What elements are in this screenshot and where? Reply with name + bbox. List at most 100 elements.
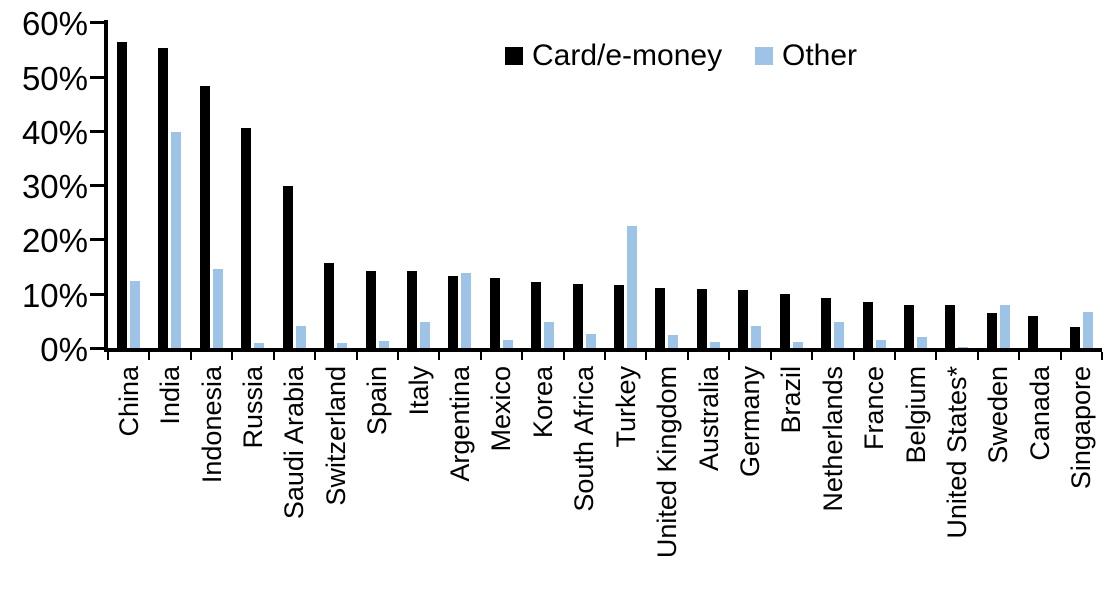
- x-axis-tick: [976, 352, 979, 360]
- x-axis-label-korea: Korea: [527, 366, 558, 439]
- x-axis-tick: [107, 352, 109, 360]
- bar-other-argentina: [461, 273, 472, 348]
- x-axis-label-turkey: Turkey: [610, 366, 641, 448]
- x-axis-tick: [604, 352, 606, 360]
- y-axis-label: 10%: [21, 276, 88, 314]
- x-axis-label-italy: Italy: [403, 366, 434, 416]
- x-axis-label-china: China: [113, 366, 144, 437]
- x-axis-tick: [521, 352, 524, 360]
- bar-card-e-money-spain: [365, 270, 376, 348]
- bar-other-italy: [419, 322, 430, 348]
- bar-other-sweden: [999, 304, 1010, 348]
- x-axis-label-switzerland: Switzerland: [320, 366, 351, 506]
- x-axis-tick: [355, 352, 358, 360]
- y-axis-tick: [90, 184, 108, 188]
- bar-other-india: [171, 132, 182, 348]
- x-axis-label-russia: Russia: [237, 366, 268, 449]
- bar-other-spain: [378, 341, 389, 348]
- x-axis-label-netherlands: Netherlands: [817, 366, 848, 512]
- bar-other-france: [875, 339, 886, 348]
- y-axis-label: 0%: [40, 331, 88, 368]
- x-axis-tick: [728, 352, 731, 360]
- bar-other-mexico: [502, 339, 513, 348]
- y-axis-tick: [90, 75, 108, 79]
- x-axis-label-united-kingdom: United Kingdom: [652, 366, 683, 559]
- x-axis-tick: [686, 352, 689, 360]
- x-axis-label-united-states: United States*: [942, 366, 973, 539]
- x-axis-tick: [562, 352, 565, 360]
- x-axis-tick: [1059, 352, 1062, 360]
- x-axis-label-brazil: Brazil: [776, 366, 807, 434]
- bar-other-switzerland: [337, 343, 348, 348]
- x-axis-label-france: France: [859, 366, 890, 451]
- bar-card-e-money-netherlands: [821, 298, 832, 348]
- legend-label-card-e-money: Card/e-money: [532, 39, 723, 72]
- x-axis-label-belgium: Belgium: [900, 366, 931, 464]
- bar-other-brazil: [792, 342, 803, 348]
- x-axis-label-australia: Australia: [693, 366, 724, 472]
- bar-card-e-money-switzerland: [324, 263, 335, 348]
- bar-other-united-states: [958, 346, 969, 348]
- y-axis-label: 40%: [21, 113, 88, 151]
- x-axis-label-sweden: Sweden: [983, 366, 1014, 464]
- bar-card-e-money-argentina: [448, 275, 459, 348]
- bar-card-e-money-china: [117, 42, 127, 348]
- legend-label-other: Other: [782, 39, 858, 72]
- bar-other-saudi-arabia: [295, 326, 306, 348]
- y-axis-tick: [90, 292, 108, 296]
- x-axis-label-indonesia: Indonesia: [196, 366, 227, 484]
- bar-card-e-money-italy: [406, 271, 417, 348]
- x-axis-tick: [479, 352, 482, 360]
- bar-card-e-money-france: [862, 301, 873, 348]
- bar-card-e-money-saudi-arabia: [282, 186, 293, 348]
- legend-swatch-other: [755, 47, 773, 65]
- bar-other-china: [130, 281, 140, 348]
- x-axis-label-singapore: Singapore: [1066, 366, 1097, 490]
- bar-other-united-kingdom: [668, 334, 679, 348]
- y-axis-tick: [90, 347, 108, 350]
- x-axis-tick: [396, 352, 399, 360]
- bar-card-e-money-united-kingdom: [655, 287, 666, 348]
- y-axis-label: 20%: [21, 222, 88, 260]
- x-axis-label-saudi-arabia: Saudi Arabia: [279, 366, 310, 520]
- x-axis-label-india: India: [155, 366, 186, 425]
- bar-other-russia: [254, 342, 265, 348]
- bar-other-korea: [544, 322, 555, 348]
- x-axis-label-germany: Germany: [734, 366, 765, 478]
- x-axis-tick: [645, 352, 648, 360]
- x-axis-line: [104, 348, 1102, 352]
- x-axis-label-canada: Canada: [1024, 366, 1055, 461]
- bar-card-e-money-india: [158, 48, 169, 348]
- bar-card-e-money-indonesia: [199, 85, 210, 348]
- bar-card-e-money-mexico: [489, 277, 500, 348]
- bar-other-turkey: [627, 225, 637, 348]
- legend-swatch-card-e-money: [505, 47, 523, 65]
- bar-other-australia: [709, 342, 720, 348]
- y-axis-tick: [90, 238, 108, 242]
- bar-card-e-money-korea: [531, 281, 542, 348]
- bar-other-indonesia: [212, 269, 223, 348]
- y-axis-tick: [90, 129, 108, 133]
- x-axis-tick: [438, 352, 441, 360]
- x-axis-label-argentina: Argentina: [445, 366, 476, 482]
- bar-card-e-money-germany: [738, 290, 749, 348]
- x-axis-tick: [1101, 352, 1103, 360]
- bar-card-e-money-singapore: [1069, 327, 1080, 348]
- bar-other-south-africa: [585, 334, 596, 348]
- bar-card-e-money-belgium: [903, 304, 914, 348]
- x-axis-tick: [769, 352, 772, 360]
- x-axis-tick: [314, 352, 317, 360]
- bar-card-e-money-united-states: [945, 305, 956, 348]
- bar-card-e-money-south-africa: [572, 283, 583, 348]
- x-axis-tick: [148, 352, 151, 360]
- bar-other-singapore: [1082, 312, 1093, 348]
- x-axis-tick: [231, 352, 234, 360]
- x-axis-tick: [893, 352, 896, 360]
- x-axis-tick: [272, 352, 275, 360]
- x-axis-tick: [935, 352, 938, 360]
- bar-card-e-money-australia: [696, 289, 707, 348]
- y-axis-label: 30%: [21, 168, 88, 206]
- y-axis-tick: [90, 21, 108, 25]
- x-axis-tick: [1018, 352, 1021, 360]
